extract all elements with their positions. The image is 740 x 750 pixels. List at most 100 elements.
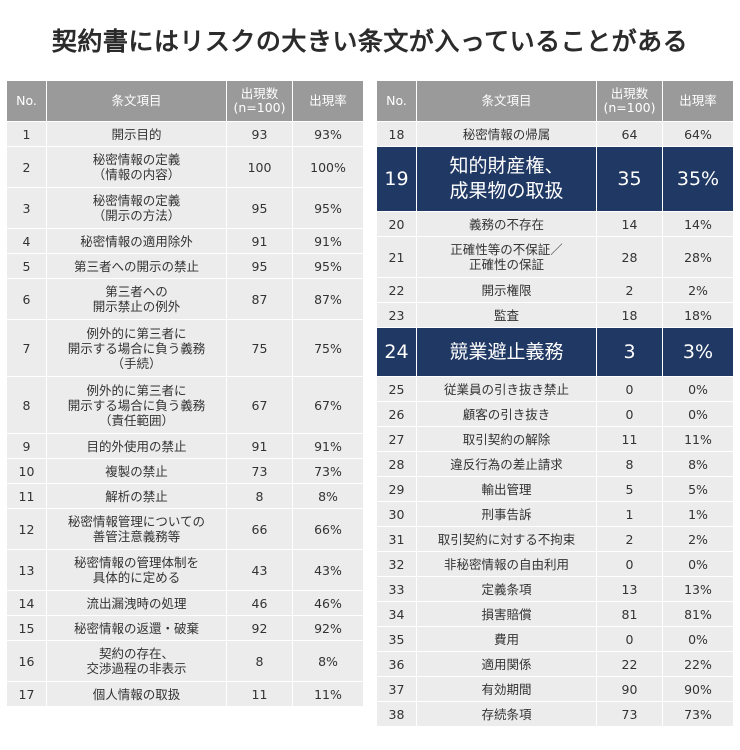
cell-no: 23 [377,303,417,327]
cell-count: 28 [597,237,663,277]
cell-no: 15 [7,616,47,640]
cell-no: 21 [377,237,417,277]
cell-no: 4 [7,229,47,253]
cell-no: 9 [7,434,47,458]
cell-item: 損害賠償 [417,602,597,626]
cell-item: 開示権限 [417,278,597,302]
cell-count: 95 [227,188,293,228]
cell-no: 27 [377,427,417,451]
table-row: 30 刑事告訴 1 1% [377,502,733,526]
table-row: 16 契約の存在、 交渉過程の非表示 8 8% [7,641,363,681]
cell-item: 秘密情報の帰属 [417,122,597,146]
cell-count: 1 [597,502,663,526]
cell-no: 38 [377,702,417,726]
table-row: 21 正確性等の不保証／ 正確性の保証 28 28% [377,237,733,277]
cell-item: 秘密情報管理についての 善管注意義務等 [47,509,227,549]
table-header-row: No. 条文項目 出現数 (n=100) 出現率 [377,81,733,121]
table-row: 9 目的外使用の禁止 91 91% [7,434,363,458]
table-row: 26 顧客の引き抜き 0 0% [377,402,733,426]
table-row: 29 輸出管理 5 5% [377,477,733,501]
cell-count: 91 [227,229,293,253]
header-count: 出現数 (n=100) [227,81,293,121]
cell-count: 93 [227,122,293,146]
cell-item: 解析の禁止 [47,484,227,508]
table-row: 35 費用 0 0% [377,627,733,651]
cell-rate: 93% [293,122,363,146]
cell-no: 12 [7,509,47,549]
cell-item: 刑事告訴 [417,502,597,526]
cell-rate: 2% [663,278,733,302]
table-row: 7 例外的に第三者に 開示する場合に負う義務 （手続） 75 75% [7,320,363,376]
cell-no: 2 [7,147,47,187]
cell-count: 81 [597,602,663,626]
cell-count: 0 [597,552,663,576]
table-row: 2 秘密情報の定義 （情報の内容） 100 100% [7,147,363,187]
table-row: 20 義務の不存在 14 14% [377,212,733,236]
table-row: 5 第三者への開示の禁止 95 95% [7,254,363,278]
cell-no: 36 [377,652,417,676]
cell-item: 正確性等の不保証／ 正確性の保証 [417,237,597,277]
cell-no: 22 [377,278,417,302]
cell-item: 第三者への 開示禁止の例外 [47,279,227,319]
cell-count: 46 [227,591,293,615]
cell-item: 非秘密情報の自由利用 [417,552,597,576]
cell-count: 95 [227,254,293,278]
cell-no: 35 [377,627,417,651]
table-row: 8 例外的に第三者に 開示する場合に負う義務 （責任範囲） 67 67% [7,377,363,433]
cell-rate: 66% [293,509,363,549]
cell-rate: 11% [663,427,733,451]
cell-rate: 8% [293,484,363,508]
cell-item: 顧客の引き抜き [417,402,597,426]
cell-rate: 95% [293,188,363,228]
cell-no: 24 [377,328,417,376]
cell-item: 秘密情報の適用除外 [47,229,227,253]
table-row: 27 取引契約の解除 11 11% [377,427,733,451]
table-row: 18 秘密情報の帰属 64 64% [377,122,733,146]
cell-rate: 3% [663,328,733,376]
cell-count: 3 [597,328,663,376]
cell-rate: 0% [663,552,733,576]
cell-no: 31 [377,527,417,551]
cell-rate: 73% [663,702,733,726]
cell-rate: 13% [663,577,733,601]
cell-item: 従業員の引き抜き禁止 [417,377,597,401]
cell-no: 3 [7,188,47,228]
cell-rate: 100% [293,147,363,187]
table-row: 11 解析の禁止 8 8% [7,484,363,508]
table-row: 14 流出漏洩時の処理 46 46% [7,591,363,615]
table-row: 10 複製の禁止 73 73% [7,459,363,483]
table-row: 34 損害賠償 81 81% [377,602,733,626]
cell-count: 2 [597,527,663,551]
cell-item: 競業避止義務 [417,328,597,376]
cell-rate: 28% [663,237,733,277]
cell-no: 17 [7,682,47,706]
cell-count: 8 [227,641,293,681]
cell-item: 開示目的 [47,122,227,146]
cell-rate: 0% [663,627,733,651]
cell-count: 67 [227,377,293,433]
table-row: 23 監査 18 18% [377,303,733,327]
cell-item: 複製の禁止 [47,459,227,483]
cell-count: 92 [227,616,293,640]
cell-rate: 46% [293,591,363,615]
cell-item: 輸出管理 [417,477,597,501]
cell-rate: 35% [663,147,733,211]
cell-no: 18 [377,122,417,146]
cell-no: 28 [377,452,417,476]
cell-count: 43 [227,550,293,590]
cell-rate: 8% [663,452,733,476]
cell-rate: 81% [663,602,733,626]
header-no: No. [7,81,47,121]
cell-item: 監査 [417,303,597,327]
table-row: 32 非秘密情報の自由利用 0 0% [377,552,733,576]
cell-no: 19 [377,147,417,211]
cell-rate: 5% [663,477,733,501]
cell-rate: 43% [293,550,363,590]
cell-item: 秘密情報の定義 （開示の方法） [47,188,227,228]
table-row: 17 個人情報の取扱 11 11% [7,682,363,706]
header-rate: 出現率 [293,81,363,121]
table-row: 33 定義条項 13 13% [377,577,733,601]
cell-item: 流出漏洩時の処理 [47,591,227,615]
cell-item: 個人情報の取扱 [47,682,227,706]
cell-no: 32 [377,552,417,576]
